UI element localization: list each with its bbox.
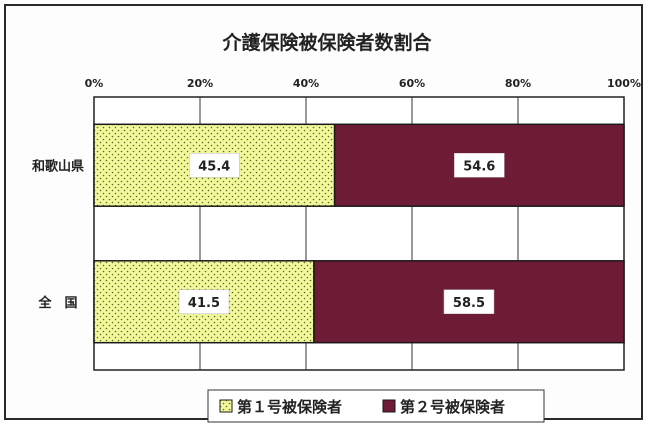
x-tick-label: 80%: [505, 77, 531, 90]
legend-swatch: [382, 399, 396, 413]
data-label-box: [189, 153, 240, 178]
x-tick-label: 100%: [607, 77, 641, 90]
data-label: 41.5: [188, 296, 220, 311]
chart-title: 介護保険被保険者数割合: [221, 31, 432, 54]
category-label: 全 国: [37, 295, 77, 311]
category-label: 和歌山県: [32, 158, 84, 174]
data-label-box: [443, 289, 495, 314]
data-label: 58.5: [453, 296, 485, 311]
x-tick-label: 0%: [85, 77, 104, 90]
legend-box: [207, 389, 545, 423]
data-label: 45.4: [198, 159, 230, 174]
legend: 第１号被保険者 第２号被保険者: [207, 389, 545, 423]
data-label: 54.6: [463, 159, 495, 174]
data-label-box: [454, 153, 505, 178]
plot-area: 0% 20% 40% 60% 80% 100% 和歌山県 45.4 54.6 全 国 41.5 58.…: [32, 77, 641, 371]
x-tick-label: 60%: [399, 77, 425, 90]
legend-label: 第１号被保険者: [237, 398, 342, 416]
x-tick-label: 40%: [293, 77, 319, 90]
legend-label: 第２号被保険者: [400, 398, 505, 416]
x-tick-label: 20%: [187, 77, 213, 90]
data-label-box: [178, 289, 230, 314]
legend-swatch: [219, 399, 233, 413]
